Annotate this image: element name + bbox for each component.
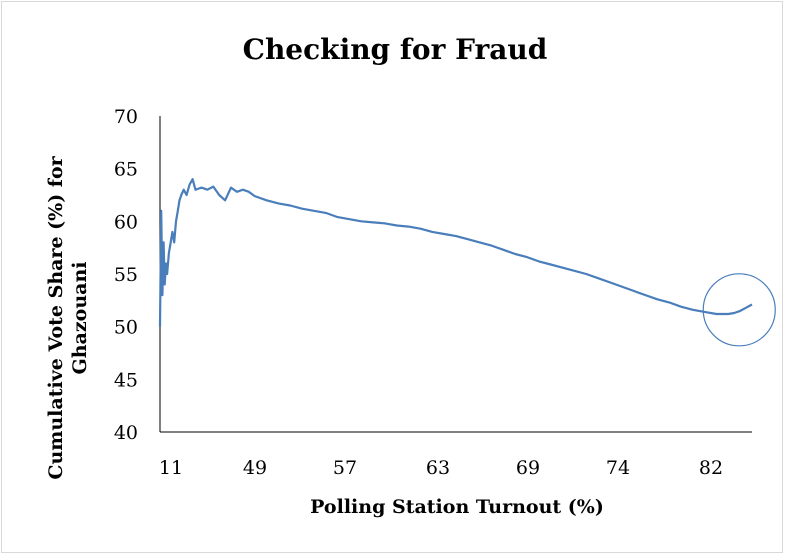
y-tick-label: 55 xyxy=(114,264,138,286)
y-axis-title-line-2: Ghazouani xyxy=(69,262,91,375)
y-tick-label: 70 xyxy=(114,106,138,128)
annotation-layer xyxy=(702,273,776,347)
y-axis-title-line-1: Cumulative Vote Share (%) for xyxy=(45,155,67,479)
x-tick-label: 49 xyxy=(243,457,267,479)
x-tick-labels: 11 49 57 63 69 74 82 xyxy=(159,457,723,479)
series-layer xyxy=(158,178,753,327)
y-tick-label: 40 xyxy=(114,422,138,444)
x-tick-label: 57 xyxy=(333,457,357,479)
y-tick-label: 65 xyxy=(114,159,138,181)
y-tick-label: 50 xyxy=(114,317,138,339)
y-tick-label: 45 xyxy=(114,369,138,391)
x-tick-label: 69 xyxy=(516,457,540,479)
y-axis-title: Cumulative Vote Share (%) for Ghazouani xyxy=(45,155,91,479)
highlight-circle xyxy=(702,273,776,347)
x-tick-label: 74 xyxy=(606,457,630,479)
x-tick-label: 82 xyxy=(699,457,723,479)
chart-title: Checking for Fraud xyxy=(243,33,548,66)
x-tick-label: 63 xyxy=(426,457,450,479)
series-line xyxy=(158,178,753,327)
x-tick-label: 11 xyxy=(159,457,183,479)
axes xyxy=(159,116,752,433)
y-tick-labels: 40 45 50 55 60 65 70 xyxy=(114,106,138,444)
x-axis-title: Polling Station Turnout (%) xyxy=(310,496,604,518)
y-tick-label: 60 xyxy=(114,211,138,233)
